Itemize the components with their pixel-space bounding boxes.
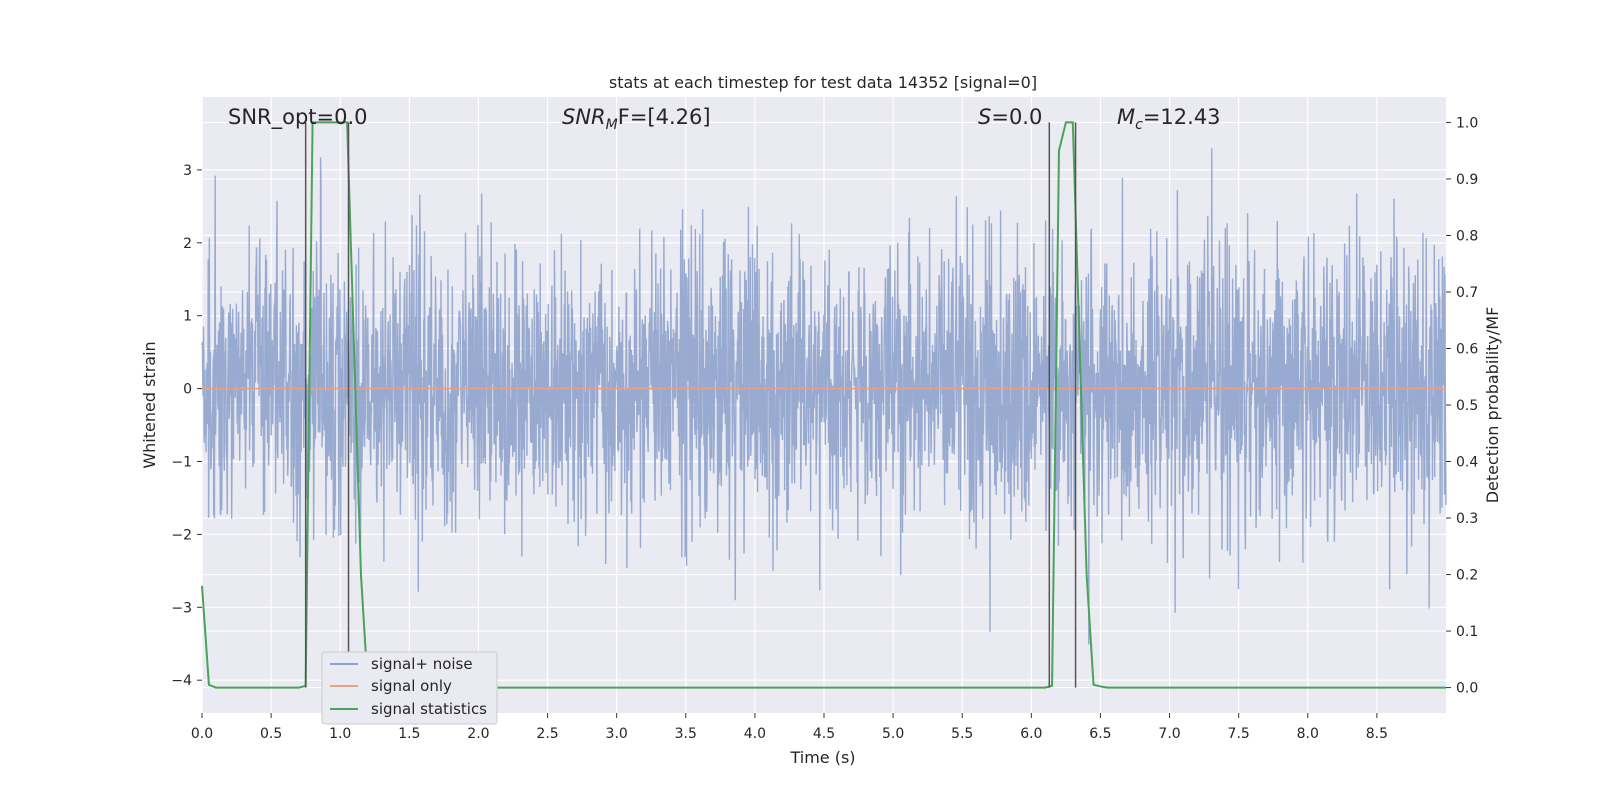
y-axis-label-right: Detection probability/MF (1483, 307, 1502, 504)
vertical-markers (304, 122, 1077, 688)
x-tick-label: 7.0 (1158, 726, 1180, 742)
y-tick-label: 0 (183, 382, 192, 398)
y-right-tick-label: 0.8 (1456, 228, 1478, 244)
legend-label-signal-only: signal only (371, 677, 452, 695)
y-right-tick-label: 0.3 (1456, 511, 1478, 527)
y-right-tick-label: 0.9 (1456, 172, 1478, 188)
x-tick-label: 5.5 (951, 726, 973, 742)
x-tick-label: 6.0 (1020, 726, 1042, 742)
annotation-mc: Mc=12.43 (1117, 105, 1221, 133)
annotation-s-prefix: S (978, 105, 991, 129)
annotation-snr-mf: SNRMF=[4.26] (562, 105, 711, 133)
annotation-mc-prefix: M (1117, 105, 1135, 129)
annotation-snr-opt: SNR_opt=0.0 (228, 105, 368, 130)
x-tick-label: 1.0 (329, 726, 351, 742)
y-right-tick-label: 0.0 (1456, 681, 1478, 697)
signal-plus-noise-line (201, 148, 1447, 645)
y-right-tick-label: 1.0 (1456, 115, 1478, 131)
x-tick-label: 2.5 (536, 726, 558, 742)
x-tick-label: 1.5 (398, 726, 420, 742)
y-right-tick-label: 0.1 (1456, 624, 1478, 640)
annotation-snr-mf-prefix: SNR (562, 105, 606, 129)
y-right-tick-label: 0.2 (1456, 568, 1478, 584)
x-tick-label: 6.5 (1089, 726, 1111, 742)
x-tick-label: 0.5 (260, 726, 282, 742)
x-tick-label: 2.0 (467, 726, 489, 742)
x-tick-label: 5.0 (882, 726, 904, 742)
x-axis-label: Time (s) (789, 748, 855, 767)
signal-plus-noise-series (201, 148, 1447, 645)
annotation-mc-sub: c (1135, 117, 1143, 133)
x-tick-label: 8.5 (1366, 726, 1388, 742)
annotation-mc-suffix: =12.43 (1143, 105, 1221, 129)
annotation-s: S=0.0 (978, 105, 1042, 129)
x-tick-label: 7.5 (1228, 726, 1250, 742)
annotation-snr-mf-sub: M (606, 117, 618, 133)
x-tick-label: 3.5 (675, 726, 697, 742)
y-right-tick-label: 0.6 (1456, 341, 1478, 357)
y-tick-label: 2 (183, 236, 192, 252)
legend-label-signal-plus-noise: signal+ noise (371, 655, 473, 673)
chart-title: stats at each timestep for test data 143… (609, 73, 1037, 92)
legend: signal+ noise signal only signal statist… (321, 651, 498, 725)
annotation-snr-mf-suffix: F=[4.26] (618, 105, 711, 129)
y-right-tick-label: 0.5 (1456, 398, 1478, 414)
y-tick-label: 1 (183, 309, 192, 325)
x-tick-label: 8.0 (1297, 726, 1319, 742)
x-tick-label: 3.0 (606, 726, 628, 742)
legend-label-signal-statistics: signal statistics (371, 700, 487, 718)
legend-box (321, 651, 498, 725)
x-tick-label: 0.0 (191, 726, 213, 742)
x-tick-label: 4.0 (744, 726, 766, 742)
y-right-tick-label: 0.4 (1456, 455, 1478, 471)
y-right-tick-label: 0.7 (1456, 285, 1478, 301)
ticks-layer: 0.0 0.5 1.0 1.5 2.0 2.5 3.0 3.5 4.0 4.5 5.0 5.5 6.0 6… (171, 115, 1478, 742)
y-axis-label: Whitened strain (140, 341, 159, 468)
y-tick-label: −3 (171, 600, 192, 616)
annotation-s-suffix: =0.0 (991, 105, 1042, 129)
series-layer (201, 121, 1446, 689)
y-tick-label: −4 (171, 673, 192, 689)
y-tick-label: 3 (183, 163, 192, 179)
y-tick-label: −1 (171, 454, 192, 470)
y-tick-label: −2 (171, 527, 192, 543)
signal-statistics-line (201, 121, 1446, 689)
x-tick-label: 4.5 (813, 726, 835, 742)
